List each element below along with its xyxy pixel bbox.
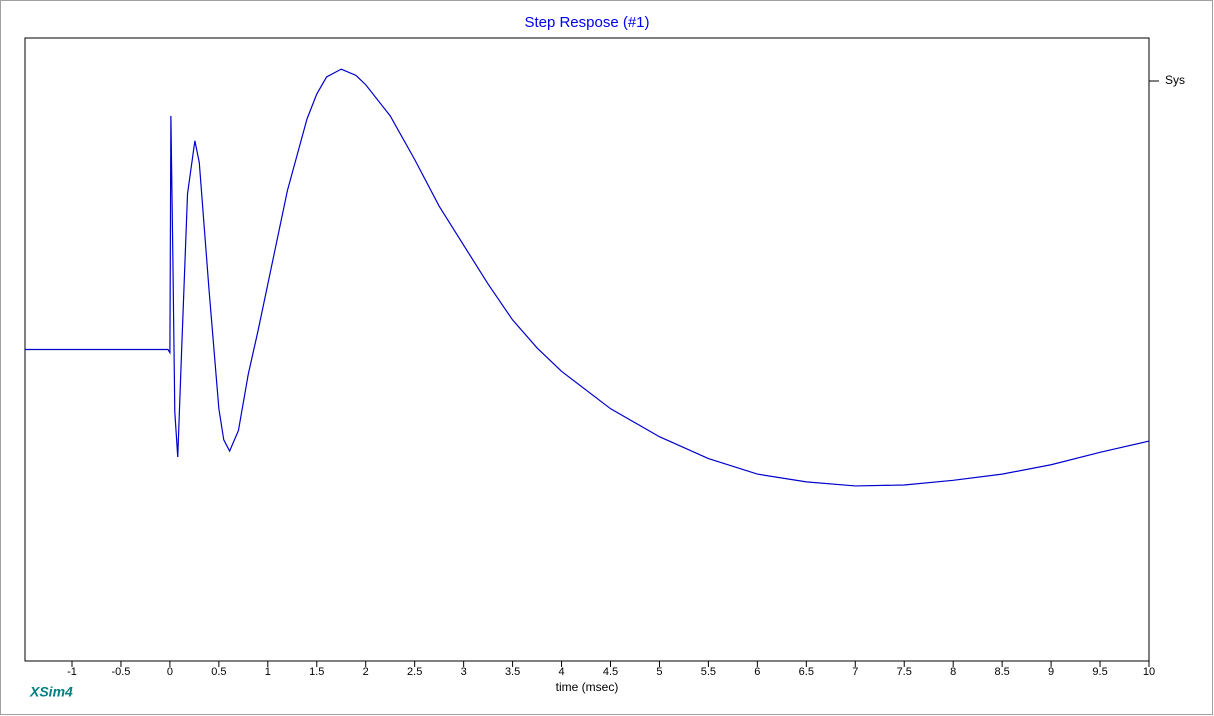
x-tick-label: 5 — [656, 666, 662, 678]
x-tick-label: 9.5 — [1092, 666, 1107, 678]
x-tick-label: 7 — [852, 666, 858, 678]
x-tick-label: 8.5 — [994, 666, 1009, 678]
x-tick-label: 10 — [1143, 666, 1155, 678]
x-tick-label: 7.5 — [897, 666, 912, 678]
x-tick-label: 1 — [265, 666, 271, 678]
x-tick-label: -1 — [67, 666, 77, 678]
x-tick-label: 8 — [950, 666, 956, 678]
series-line — [25, 68, 1150, 487]
x-tick-label: 4.5 — [603, 666, 618, 678]
watermark: XSim4 — [29, 684, 73, 700]
x-tick-label: 6 — [754, 666, 760, 678]
x-axis-label: time (msec) — [556, 680, 619, 694]
x-tick-label: 2 — [363, 666, 369, 678]
x-tick-label: 2.5 — [407, 666, 422, 678]
x-tick-label: 1.5 — [309, 666, 324, 678]
legend-label: Sys — [1165, 73, 1185, 87]
x-tick-label: 3.5 — [505, 666, 520, 678]
x-tick-label: 4 — [558, 666, 564, 678]
x-tick-label: 5.5 — [701, 666, 716, 678]
x-tick-label: 9 — [1048, 666, 1054, 678]
x-tick-label: 0 — [167, 666, 173, 678]
x-tick-label: 0.5 — [211, 666, 226, 678]
chart-title: Step Respose (#1) — [524, 14, 649, 31]
x-tick-label: -0.5 — [111, 666, 130, 678]
x-tick-label: 3 — [461, 666, 467, 678]
x-tick-label: 6.5 — [799, 666, 814, 678]
